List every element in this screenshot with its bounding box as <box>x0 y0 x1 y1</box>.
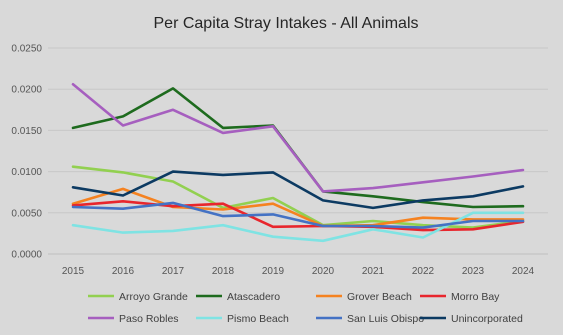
legend-label-grover-beach: Grover Beach <box>347 291 412 303</box>
x-tick-label: 2015 <box>62 266 85 277</box>
y-tick-label: 0.0150 <box>11 126 42 137</box>
x-tick-label: 2021 <box>362 266 385 277</box>
x-tick-label: 2018 <box>212 266 235 277</box>
y-tick-label: 0.0000 <box>11 250 42 261</box>
series-line-san-luis-obispo <box>71 201 525 229</box>
y-tick-label: 0.0200 <box>11 85 42 96</box>
series-layer <box>71 83 525 243</box>
grid-layer <box>48 47 548 255</box>
legend-label-unincorporated: Unincorporated <box>451 313 523 325</box>
axis-layer: 0.0000 0.0050 0.0100 0.0150 0.0200 0.0250 2015… <box>11 44 534 278</box>
legend-label-pismo-beach: Pismo Beach <box>227 313 289 325</box>
series-line-paso-robles <box>71 83 525 193</box>
legend-label-atascadero: Atascadero <box>227 291 280 303</box>
legend-label-morro-bay: Morro Bay <box>451 291 500 303</box>
x-tick-label: 2017 <box>162 266 185 277</box>
y-tick-label: 0.0250 <box>11 44 42 55</box>
x-tick-label: 2016 <box>112 266 135 277</box>
y-tick-label: 0.0050 <box>11 208 42 219</box>
legend-label-san-luis-obispo: San Luis Obispo <box>347 313 424 325</box>
x-tick-label: 2022 <box>412 266 435 277</box>
chart-title: Per Capita Stray Intakes - All Animals <box>154 15 419 32</box>
x-tick-label: 2019 <box>262 266 285 277</box>
series-line-unincorporated <box>71 170 525 210</box>
legend: Arroyo Grande Atascadero Grover Beach Morro… <box>88 291 523 325</box>
series-line-grover-beach <box>71 187 525 228</box>
legend-label-arroyo-grande: Arroyo Grande <box>119 291 188 303</box>
x-tick-label: 2024 <box>512 266 535 277</box>
x-tick-label: 2020 <box>312 266 335 277</box>
series-line-morro-bay <box>71 200 525 232</box>
series-line-atascadero <box>71 87 525 209</box>
x-tick-label: 2023 <box>462 266 485 277</box>
legend-label-paso-robles: Paso Robles <box>119 313 179 325</box>
y-tick-label: 0.0100 <box>11 167 42 178</box>
